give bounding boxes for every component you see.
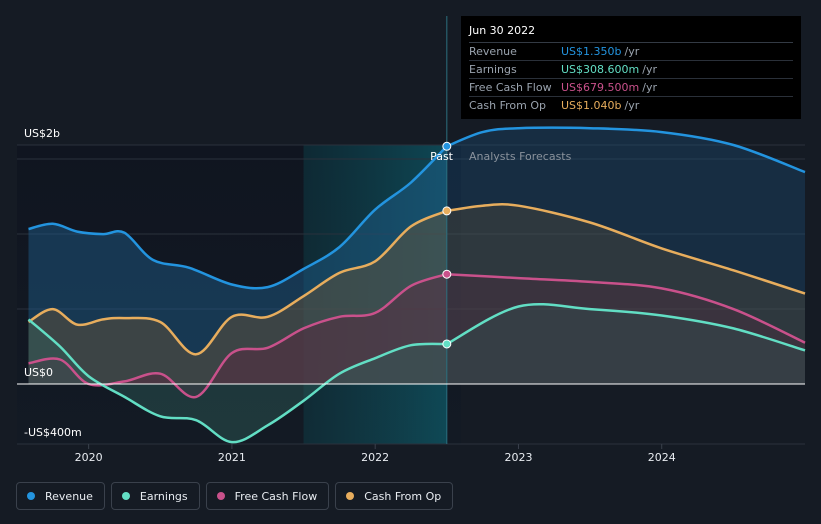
tooltip-label: Free Cash Flow — [469, 81, 552, 94]
forecast-label: Analysts Forecasts — [469, 150, 572, 163]
tooltip-label: Revenue — [469, 45, 517, 58]
revenue-past-area — [28, 146, 447, 384]
tooltip-unit: /yr — [624, 45, 640, 58]
free-cash-flow-past-area — [28, 274, 447, 398]
cash-from-op-dot-icon — [346, 492, 355, 500]
earnings-past-area — [28, 319, 447, 443]
chart-legend: Revenue Earnings Free Cash Flow Cash Fro… — [16, 482, 454, 510]
earnings-dot-icon — [121, 492, 130, 500]
legend-label: Cash From Op — [364, 489, 442, 503]
tooltip-label: Cash From Op — [469, 99, 547, 112]
highlight-band — [303, 145, 447, 444]
free-cash-flow-forecast-line — [446, 272, 806, 344]
tooltip-value: US$1.350b — [561, 45, 622, 58]
tooltip-row-free-cash-flow: Free Cash Flow US$679.500m /yr — [469, 79, 793, 97]
past-label: Past — [430, 150, 454, 163]
gridlines — [17, 144, 805, 445]
tooltip-value: US$679.500m — [561, 81, 640, 94]
tooltip-row-earnings: Earnings US$308.600m /yr — [469, 61, 793, 79]
tooltip-row-cash-from-op: Cash From Op US$1.040b /yr — [469, 97, 793, 114]
y-axis-bottom-label: -US$400m — [24, 426, 82, 439]
x-tick-label: 2022 — [361, 451, 389, 464]
x-tick-label: 2020 — [75, 451, 103, 464]
free-cash-flow-marker — [442, 269, 452, 279]
free-cash-flow-forecast-area — [446, 274, 805, 384]
revenue-marker — [442, 141, 452, 151]
cash-from-op-marker — [442, 206, 452, 216]
x-axis-ticks: 2020 2021 2022 2023 2024 — [75, 444, 676, 464]
x-tick-label: 2024 — [648, 451, 676, 464]
legend-item-cash-from-op[interactable]: Cash From Op — [335, 482, 454, 510]
revenue-dot-icon — [27, 492, 35, 500]
tooltip-value: US$308.600m — [561, 63, 640, 76]
data-tooltip: Jun 30 2022 Revenue US$1.350b /yr Earnin… — [461, 16, 801, 119]
legend-label: Revenue — [45, 489, 93, 503]
revenue-forecast-area — [446, 127, 805, 384]
tooltip-row-revenue: Revenue US$1.350b /yr — [469, 43, 793, 61]
legend-label: Free Cash Flow — [234, 489, 318, 503]
cash-from-op-forecast-area — [446, 204, 805, 384]
free-cash-flow-dot-icon — [216, 492, 225, 500]
tooltip-unit: /yr — [642, 81, 657, 94]
cash-from-op-forecast-line — [446, 203, 806, 295]
y-axis-zero-label: US$0 — [24, 366, 53, 379]
earnings-past-line — [27, 318, 447, 444]
earnings-forecast-area — [446, 304, 805, 384]
tooltip-value: US$1.040b — [561, 99, 622, 112]
y-axis-top-label: US$2b — [24, 127, 60, 140]
revenue-forecast-line — [446, 126, 806, 174]
x-tick-label: 2023 — [504, 451, 532, 464]
tooltip-date: Jun 30 2022 — [469, 24, 793, 43]
series-fills — [28, 127, 805, 443]
earnings-marker — [442, 339, 452, 349]
revenue-past-line — [28, 145, 448, 290]
x-tick-label: 2021 — [218, 451, 246, 464]
legend-label: Earnings — [139, 489, 188, 503]
tooltip-markers — [442, 141, 452, 349]
cash-from-op-past-area — [28, 210, 447, 384]
legend-item-revenue[interactable]: Revenue — [16, 482, 105, 510]
tooltip-unit: /yr — [624, 99, 640, 112]
cash-from-op-past-line — [27, 209, 448, 356]
tooltip-label: Earnings — [469, 63, 517, 76]
earnings-forecast-line — [446, 303, 806, 352]
legend-item-free-cash-flow[interactable]: Free Cash Flow — [205, 482, 330, 510]
legend-item-earnings[interactable]: Earnings — [110, 482, 200, 510]
tooltip-unit: /yr — [642, 63, 657, 76]
